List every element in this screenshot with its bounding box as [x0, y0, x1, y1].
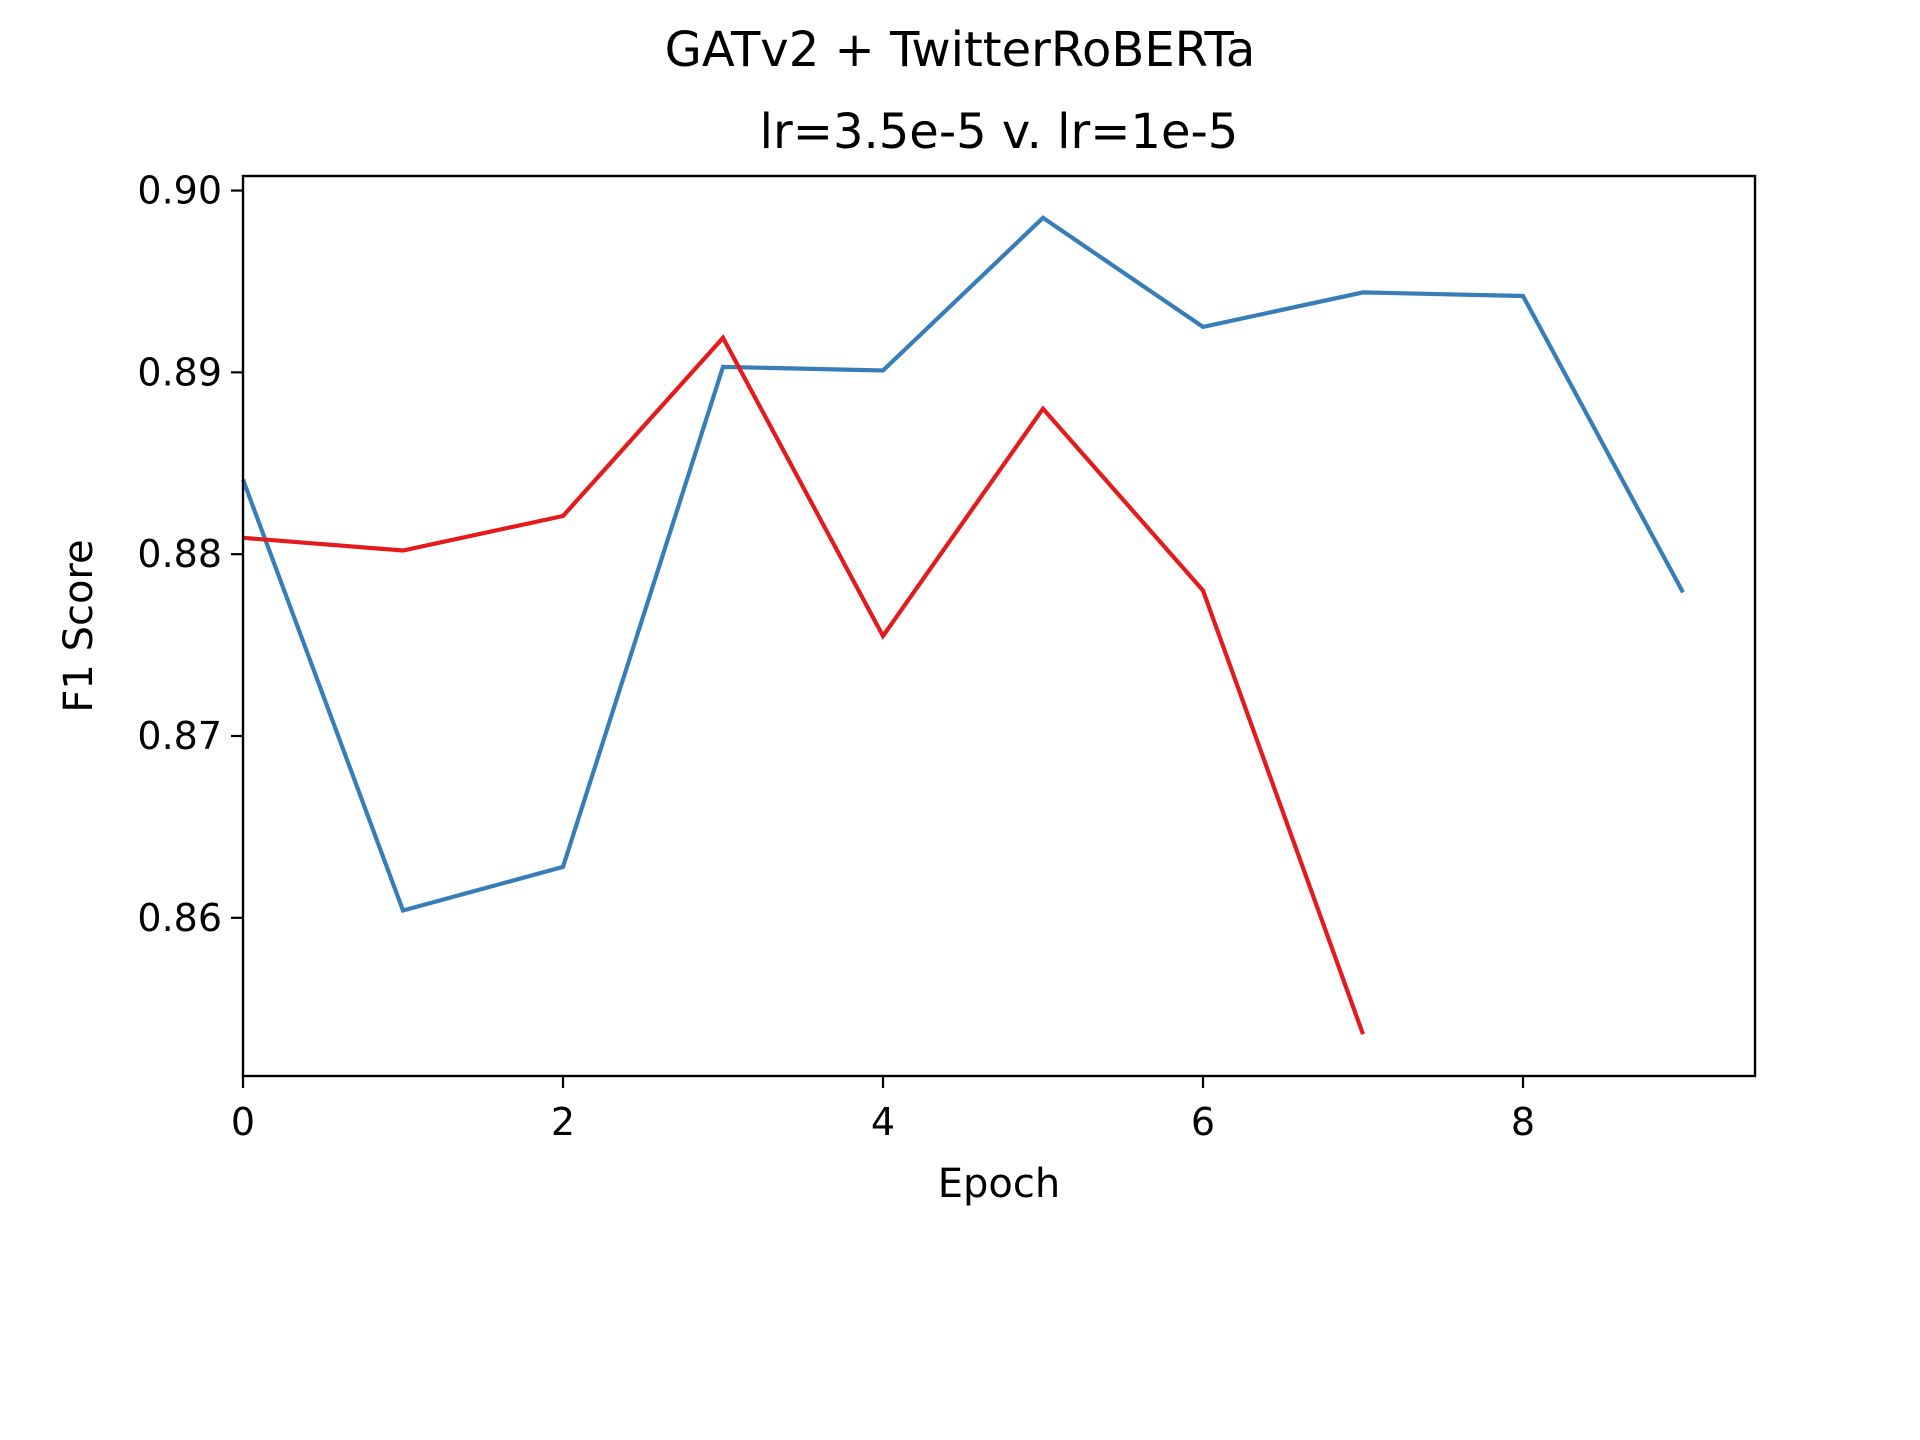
x-tick-label: 2 — [551, 1100, 575, 1144]
x-axis-label: Epoch — [938, 1161, 1060, 1207]
y-axis-label: F1 Score — [56, 539, 102, 712]
y-tick-label: 0.86 — [137, 896, 222, 940]
y-tick-label: 0.87 — [137, 714, 222, 758]
x-tick-label: 6 — [1191, 1100, 1215, 1144]
plot-area — [241, 215, 1685, 1035]
x-axis: 0 2 4 6 8 — [231, 1076, 1535, 1144]
chart-subtitle: lr=3.5e-5 v. lr=1e-5 — [760, 104, 1239, 160]
series-line-1 — [241, 215, 1685, 914]
y-tick-label: 0.88 — [137, 532, 222, 576]
axes-frame — [241, 174, 1757, 1078]
y-tick-label: 0.90 — [137, 169, 222, 213]
chart-title: GATv2 + TwitterRoBERTa — [665, 22, 1256, 78]
x-tick-label: 0 — [231, 1100, 255, 1144]
y-axis: 0.86 0.87 0.88 0.89 0.90 — [137, 169, 243, 940]
x-tick-label: 8 — [1511, 1100, 1535, 1144]
y-tick-label: 0.89 — [137, 350, 222, 394]
series-line-2 — [242, 334, 1365, 1035]
x-tick-label: 4 — [871, 1100, 895, 1144]
